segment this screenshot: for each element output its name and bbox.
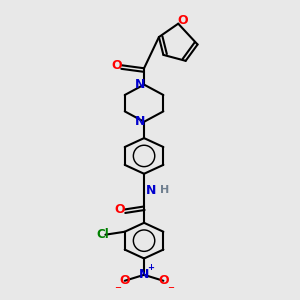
- Text: N: N: [135, 78, 146, 91]
- Text: N: N: [139, 268, 149, 281]
- Text: +: +: [148, 263, 154, 272]
- Text: O: O: [114, 203, 125, 216]
- Text: O: O: [158, 274, 169, 287]
- Text: Cl: Cl: [96, 228, 109, 241]
- Text: O: O: [119, 274, 130, 287]
- Text: O: O: [111, 59, 122, 72]
- Text: −: −: [114, 283, 121, 292]
- Text: N: N: [146, 184, 157, 196]
- Text: −: −: [167, 283, 174, 292]
- Text: H: H: [160, 185, 169, 195]
- Text: N: N: [135, 115, 146, 128]
- Text: O: O: [177, 14, 188, 27]
